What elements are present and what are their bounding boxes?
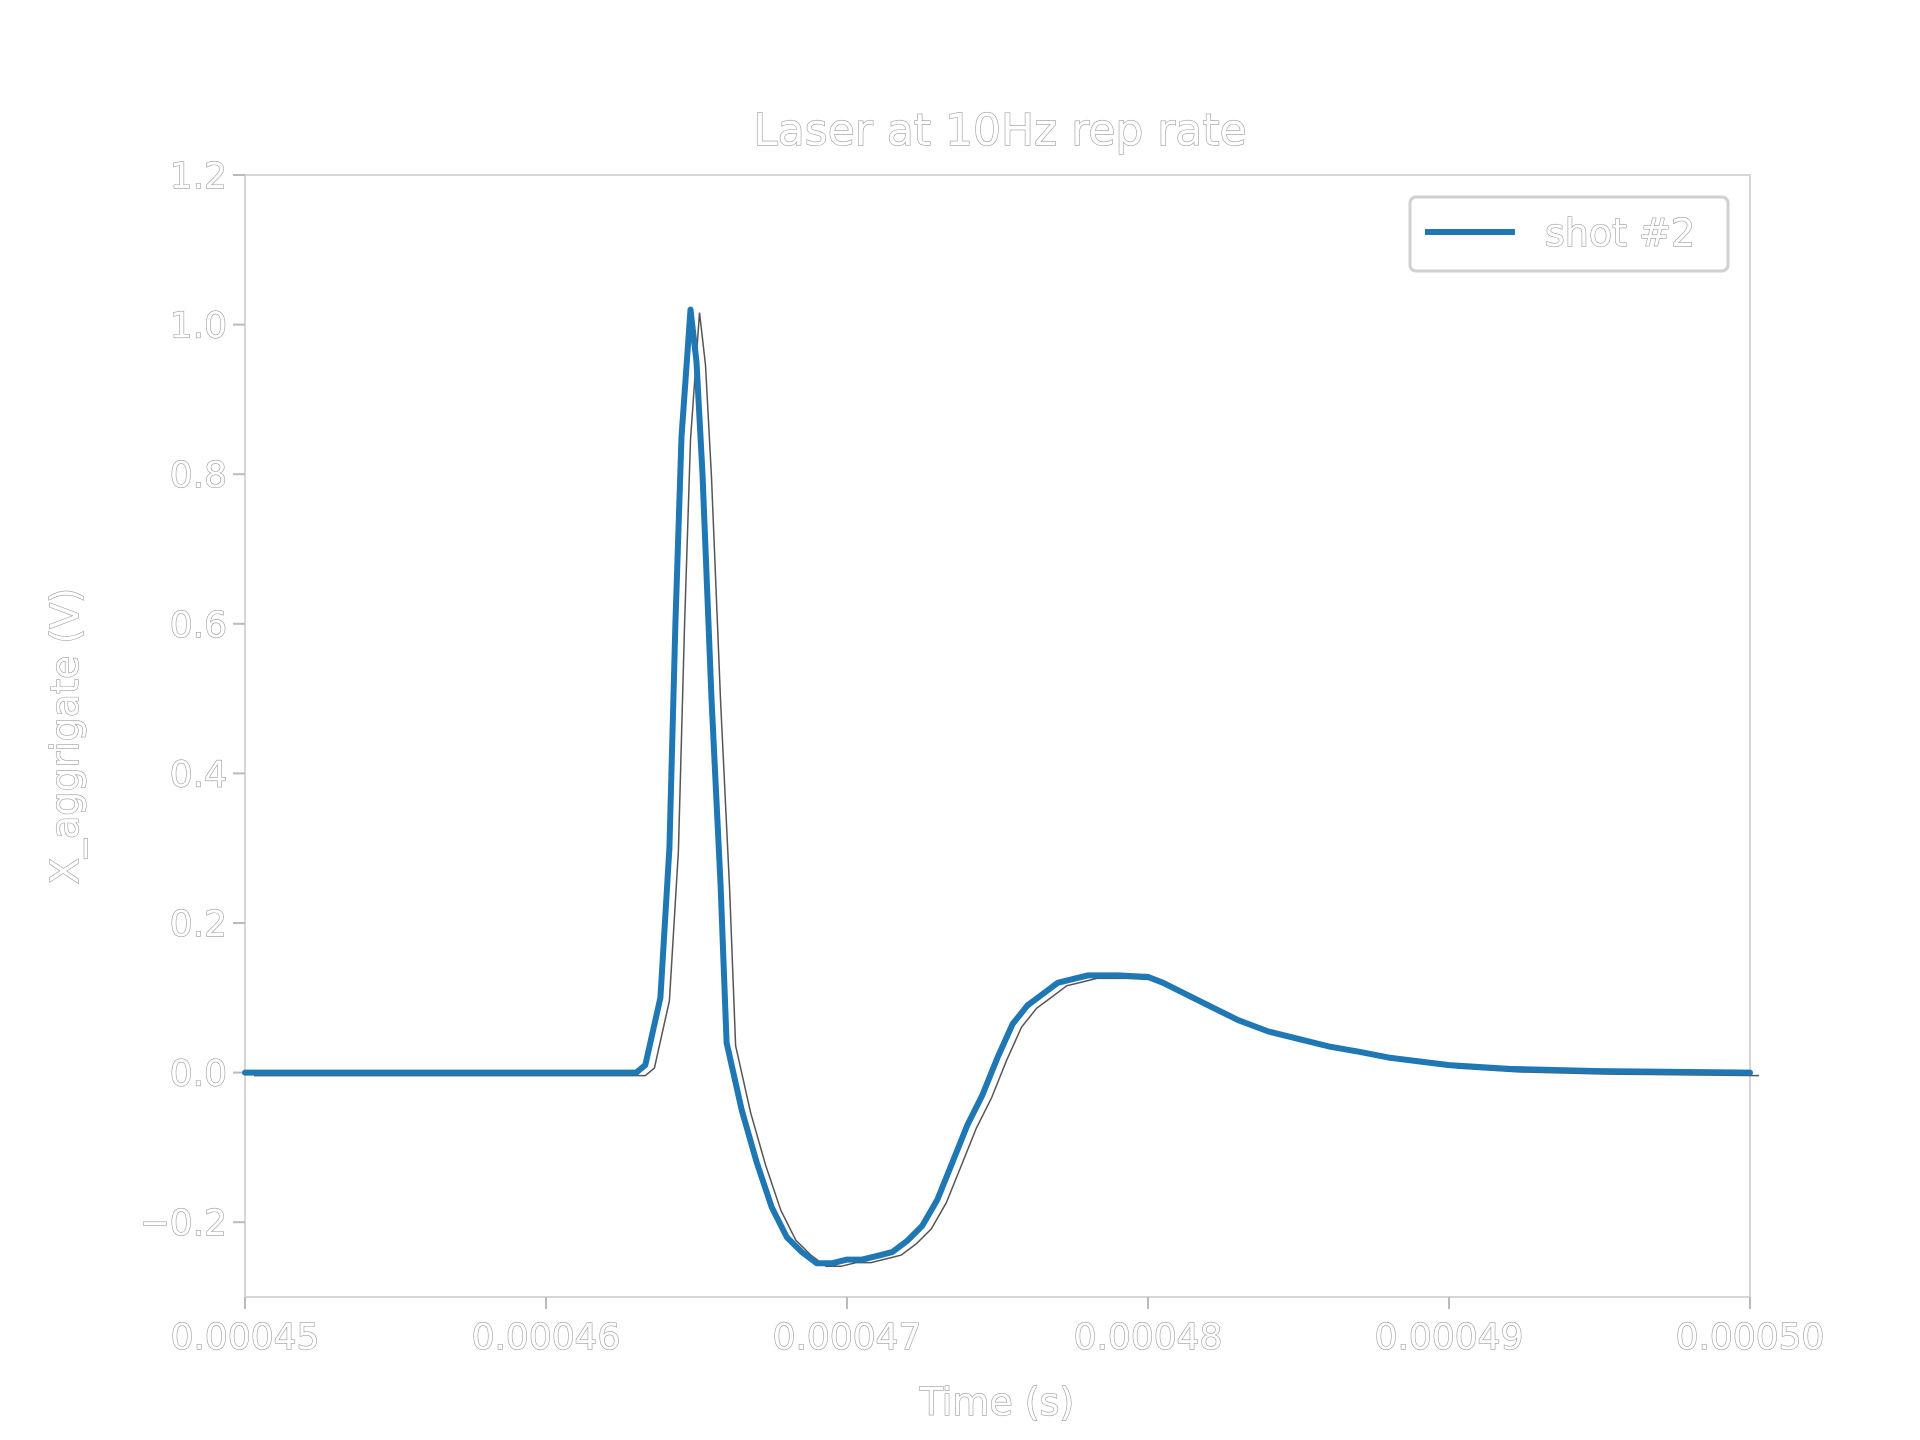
x-tick-label: 0.00045 — [171, 1317, 320, 1358]
chart-title: Laser at 10Hz rep rate — [753, 105, 1246, 156]
x-axis-label: Time (s) — [919, 1380, 1075, 1424]
y-axis-ticks: −0.2 0.0 0.2 0.4 0.6 0.8 1.0 1.2 — [139, 155, 245, 1245]
x-tick-label: 0.00050 — [1676, 1317, 1825, 1358]
x-axis-ticks: 0.00045 0.00046 0.00047 0.00048 0.00049 0.000… — [170, 1297, 1825, 1359]
x-tick-label: 0.00047 — [773, 1317, 922, 1358]
series-line — [242, 306, 1753, 1267]
legend: shot #2 — [1408, 195, 1730, 273]
x-tick-label: 0.00048 — [1074, 1317, 1223, 1358]
y-tick-label: 1.0 — [170, 306, 227, 347]
x-tick-label: 0.00046 — [472, 1317, 621, 1358]
plot-area-frame — [244, 174, 1751, 1298]
y-tick-label: 0.8 — [170, 455, 227, 496]
reference-curve — [254, 312, 1760, 1268]
x-tick-label: 0.00049 — [1375, 1317, 1524, 1358]
legend-entry-label: shot #2 — [1545, 211, 1695, 255]
y-tick-label: 0.6 — [170, 605, 227, 646]
y-axis-label: X_aggrigate (V) — [43, 588, 87, 884]
y-tick-label: −0.2 — [140, 1203, 227, 1244]
legend-box — [1408, 195, 1730, 273]
y-tick-label: 0.0 — [170, 1054, 227, 1095]
series-layer — [242, 306, 1753, 1267]
y-tick-label: 0.4 — [170, 754, 227, 795]
y-tick-label: 0.2 — [170, 904, 227, 945]
y-tick-label: 1.2 — [170, 156, 227, 197]
